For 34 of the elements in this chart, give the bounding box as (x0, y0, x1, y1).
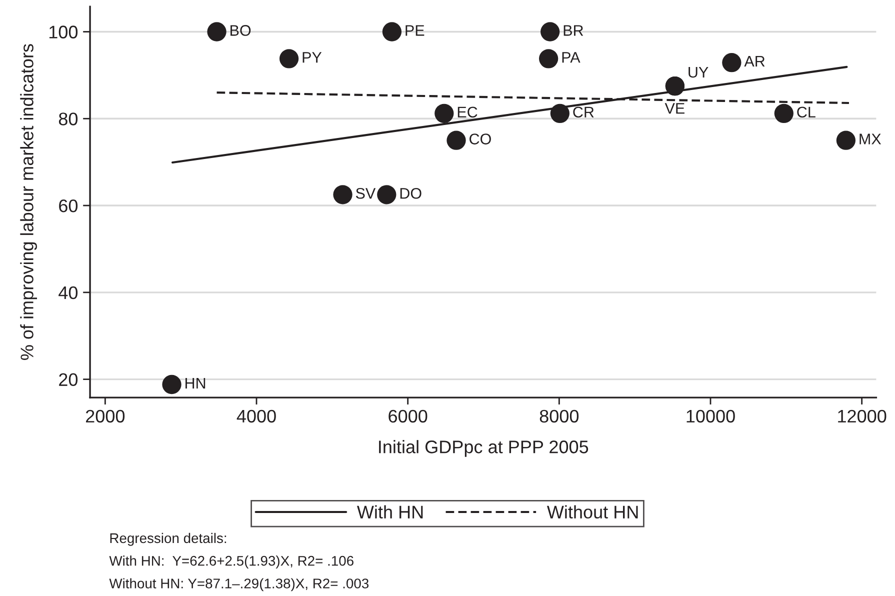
x-axis-title: Initial GDPpc at PPP 2005 (379, 440, 588, 457)
text: Without HN: Y=87.1–.29(1.38)X, R2= .003 (109, 578, 369, 592)
y-tick-label: 20 (59, 373, 78, 386)
annotation: PE (406, 25, 424, 36)
legend-label: Without HN (546, 505, 638, 519)
x-tick-label: 2000 (86, 410, 125, 423)
annotation: HN (186, 378, 206, 388)
y-tick-label: 80 (58, 112, 78, 126)
annotation: BO (230, 25, 251, 36)
annotation: SV (356, 188, 376, 199)
y-tick-label: 60 (59, 199, 78, 212)
annotation: BR (564, 25, 584, 36)
x-tick-label: 12000 (838, 410, 886, 423)
y-tick-label: 100 (49, 26, 78, 38)
annotation: PY (302, 52, 322, 63)
annotation: UY (688, 66, 708, 78)
annotation: VE (664, 103, 684, 114)
annotation: EC (458, 106, 478, 118)
y-axis-title: % of improving labour market indicators (20, 44, 37, 360)
text: With HN (356, 505, 423, 518)
x-tick-label: 10000 (686, 410, 735, 423)
x-tick-label: 6000 (388, 410, 428, 423)
annotation: CL (797, 106, 816, 118)
annotation: MX (860, 134, 882, 144)
x-tick-label: 4000 (236, 410, 276, 423)
y-tick-label: 40 (58, 286, 78, 300)
x-tick-label: 8000 (540, 410, 579, 423)
text: Regression details: (110, 532, 226, 546)
annotation: PA (562, 52, 580, 63)
annotation: CR (573, 106, 594, 118)
annotation: CO (470, 134, 491, 144)
annotation: AR (744, 56, 765, 67)
text: With HN: Y=62.6+2.5(1.93)X, R2= .106 (109, 556, 354, 568)
annotation: DO (400, 188, 422, 199)
